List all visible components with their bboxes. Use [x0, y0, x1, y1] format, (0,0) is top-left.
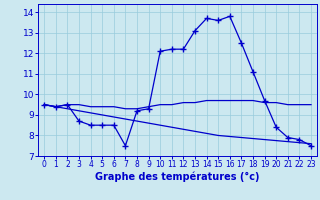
X-axis label: Graphe des températures (°c): Graphe des températures (°c) — [95, 172, 260, 182]
